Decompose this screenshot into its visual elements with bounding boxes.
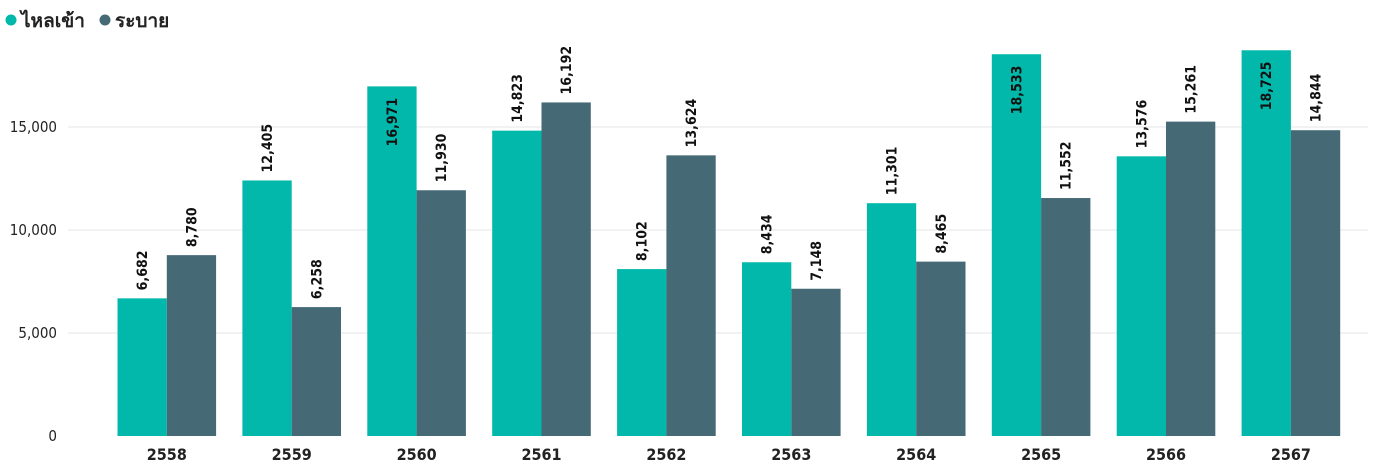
bar-inflow-2566[interactable] bbox=[1116, 156, 1166, 436]
bar-release-2561[interactable] bbox=[541, 102, 591, 437]
x-tick-label: 2562 bbox=[646, 445, 686, 464]
x-tick-label: 2567 bbox=[1271, 445, 1311, 464]
bar-release-2558[interactable] bbox=[166, 255, 217, 436]
bar-release-2567[interactable] bbox=[1290, 130, 1341, 436]
bar-inflow-2558[interactable] bbox=[117, 298, 167, 436]
data-label: 12,405 bbox=[260, 124, 276, 173]
bar-inflow-2563[interactable] bbox=[742, 262, 792, 436]
data-labels: 6,682 8,780 12,405 6,258 16,971 11,930 14,823 1… bbox=[135, 46, 1324, 299]
bar-inflow-2560[interactable] bbox=[367, 86, 417, 436]
bar-inflow-2567[interactable] bbox=[1241, 50, 1291, 436]
data-label: 7,148 bbox=[809, 241, 825, 281]
data-label: 8,102 bbox=[635, 221, 651, 261]
x-tick-label: 2564 bbox=[896, 445, 936, 464]
bar-release-2560[interactable] bbox=[416, 190, 466, 436]
bar-release-2565[interactable] bbox=[1041, 198, 1091, 436]
legend-label-inflow: ไหลเข้า bbox=[19, 9, 85, 32]
data-label: 18,533 bbox=[1009, 66, 1025, 115]
legend-label-release: ระบาย bbox=[115, 10, 169, 32]
data-label: 14,844 bbox=[1309, 73, 1325, 122]
y-tick-label: 0 bbox=[48, 427, 57, 445]
x-tick-label: 2560 bbox=[397, 445, 437, 464]
data-label: 18,725 bbox=[1259, 62, 1275, 111]
legend-marker-release bbox=[99, 14, 111, 26]
data-label: 13,576 bbox=[1134, 99, 1150, 148]
y-axis: 0 5,000 10,000 15,000 bbox=[10, 118, 57, 445]
x-axis: 2558 2559 2560 2561 2562 2563 2564 2565 2566 2567 bbox=[147, 445, 1311, 464]
bar-release-2564[interactable] bbox=[916, 261, 966, 436]
data-label: 15,261 bbox=[1184, 65, 1200, 114]
y-tick-label: 10,000 bbox=[10, 221, 57, 239]
bar-release-2559[interactable] bbox=[291, 307, 341, 436]
bar-release-2563[interactable] bbox=[791, 288, 841, 436]
legend: ไหลเข้า ระบาย bbox=[5, 9, 170, 32]
x-tick-label: 2563 bbox=[771, 445, 811, 464]
data-label: 16,971 bbox=[385, 98, 401, 147]
bar-inflow-2565[interactable] bbox=[991, 54, 1042, 436]
data-label: 8,465 bbox=[934, 214, 950, 254]
x-tick-label: 2559 bbox=[272, 445, 312, 464]
y-tick-label: 15,000 bbox=[10, 118, 57, 136]
data-label: 11,930 bbox=[434, 133, 450, 182]
data-label: 8,434 bbox=[760, 214, 776, 254]
bar-inflow-2562[interactable] bbox=[617, 269, 667, 436]
data-label: 16,192 bbox=[559, 46, 575, 95]
data-label: 8,780 bbox=[184, 207, 200, 247]
x-tick-label: 2558 bbox=[147, 445, 187, 464]
data-label: 11,301 bbox=[885, 147, 901, 196]
x-tick-label: 2565 bbox=[1021, 445, 1061, 464]
data-label: 6,258 bbox=[309, 259, 325, 299]
data-label: 13,624 bbox=[684, 99, 700, 148]
legend-item-release[interactable]: ระบาย bbox=[99, 10, 170, 32]
bar-inflow-2564[interactable] bbox=[866, 203, 917, 436]
x-tick-label: 2561 bbox=[521, 445, 561, 464]
bars bbox=[117, 50, 1341, 437]
data-label: 6,682 bbox=[135, 251, 151, 291]
bar-inflow-2561[interactable] bbox=[492, 130, 542, 437]
data-label: 11,552 bbox=[1059, 141, 1075, 190]
legend-marker-inflow bbox=[5, 14, 17, 26]
bar-release-2566[interactable] bbox=[1166, 121, 1216, 436]
bar-inflow-2559[interactable] bbox=[242, 180, 292, 436]
y-tick-label: 5,000 bbox=[18, 324, 57, 342]
bar-release-2562[interactable] bbox=[666, 155, 716, 437]
legend-item-inflow[interactable]: ไหลเข้า bbox=[5, 9, 85, 32]
x-tick-label: 2566 bbox=[1146, 445, 1186, 464]
data-label: 14,823 bbox=[510, 74, 526, 123]
